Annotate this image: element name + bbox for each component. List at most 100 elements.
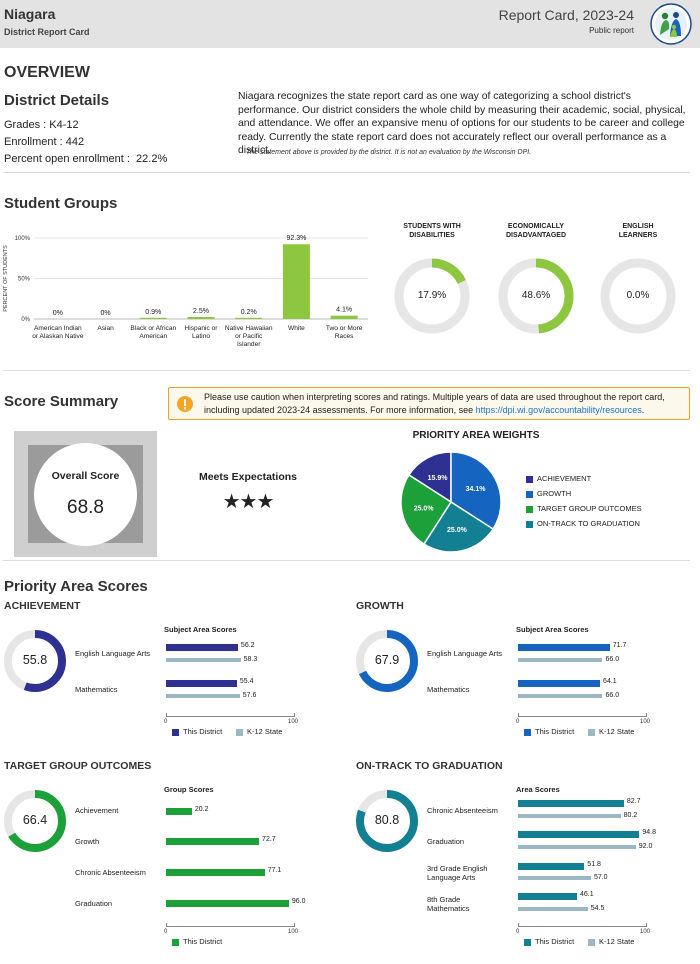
- row-label: Mathematics: [75, 685, 118, 694]
- header-subtitle: District Report Card: [4, 27, 90, 37]
- legend-label: ACHIEVEMENT: [537, 474, 592, 483]
- category-label: White: [287, 325, 305, 332]
- state-bar: [518, 845, 636, 849]
- pie-slice: [422, 500, 495, 553]
- dpi-logo-icon: [650, 3, 692, 45]
- state-bar: [518, 814, 621, 818]
- state-bar: [518, 876, 591, 880]
- state-bar: [166, 694, 240, 698]
- bar-value-label: 66.0: [605, 692, 620, 699]
- district-bar: [518, 680, 601, 687]
- bar-value-label: 71.7: [612, 642, 627, 649]
- statement-disclaimer: The statement above is provided by the d…: [246, 149, 532, 156]
- tick-label: 100: [288, 719, 299, 725]
- group-donut: [600, 258, 676, 334]
- priority-area-heading: Priority Area Scores: [4, 578, 148, 595]
- caution-text: Please use caution when interpreting sco…: [204, 391, 684, 417]
- legend-swatch: [172, 728, 179, 736]
- tick-label: 0: [164, 929, 168, 935]
- bar-value-label: 66.0: [605, 656, 620, 663]
- state-bar: [518, 658, 603, 662]
- donut-value-label: 17.9%: [417, 290, 447, 301]
- divider: [3, 370, 690, 371]
- district-bar: [166, 680, 237, 687]
- bar: [187, 316, 215, 319]
- state-bar: [518, 907, 588, 911]
- target-title: TARGET GROUP OUTCOMES: [4, 760, 152, 772]
- district-bar: [166, 869, 265, 876]
- tick-label: 100: [640, 929, 651, 935]
- district-bar: [518, 644, 610, 651]
- category-label: American Indian or Alaskan Native: [32, 325, 84, 340]
- donut-value-arc: [356, 630, 418, 692]
- row-label: English Language Arts: [75, 649, 151, 658]
- district-statement: Niagara recognizes the state report card…: [238, 91, 686, 157]
- y-axis-label: PERCENT OF STUDENTS: [3, 245, 9, 312]
- district-bar: [166, 808, 192, 815]
- bar: [139, 317, 167, 319]
- axis-tick: [166, 923, 167, 927]
- y-tick-label: 100%: [15, 236, 31, 242]
- row-label: 8th Grade Mathematics: [427, 895, 470, 913]
- district-bar: [518, 863, 585, 870]
- growth-chart-title: Subject Area Scores: [516, 625, 589, 634]
- legend-item-district: This District: [172, 727, 222, 736]
- bar-value-label: 77.1: [267, 867, 282, 874]
- achievement-title: ACHIEVEMENT: [4, 600, 81, 612]
- category-label: Native Hawaiian or Pacific Islander: [224, 325, 273, 348]
- legend-swatch: [526, 475, 533, 483]
- row-label: English Language Arts: [427, 649, 503, 658]
- donut-value-arc: [394, 258, 470, 334]
- row-label: 3rd Grade English Language Arts: [427, 864, 488, 882]
- student-groups-chart: 100% 50% 0% PERCENT OF STUDENTS 0% 0% 0.9% 2.5%…: [3, 235, 368, 323]
- report-header: [0, 0, 700, 48]
- bar-value-label: 0%: [53, 310, 63, 317]
- donut-title: ENGLISH LEARNERS: [618, 223, 658, 239]
- legend-swatch: [524, 728, 531, 736]
- pie-slice-label: 15.9%: [428, 475, 449, 482]
- legend-item-state: K-12 State: [588, 937, 634, 946]
- donut-value-arc: [498, 258, 574, 334]
- district-bar: [518, 800, 624, 807]
- weights-title: PRIORITY AREA WEIGHTS: [412, 430, 540, 441]
- state-bar: [518, 694, 603, 698]
- report-type: Public report: [589, 26, 634, 35]
- legend-swatch: [172, 938, 179, 946]
- pie-slice-label: 34.1%: [466, 486, 487, 493]
- pie-slice: [400, 473, 453, 546]
- category-label: Black or African American: [130, 325, 177, 340]
- caution-box: [168, 387, 690, 420]
- divider: [3, 560, 690, 561]
- y-tick-label: 50%: [18, 277, 31, 283]
- resources-link[interactable]: https://dpi.wi.gov/accountability/resour…: [475, 405, 642, 415]
- caution-message: Please use caution when interpreting sco…: [204, 392, 665, 415]
- legend-swatch: [526, 490, 533, 498]
- group-donut: [498, 258, 574, 334]
- donut-title: ECONOMICALLY DISADVANTAGED: [505, 223, 567, 239]
- ontrack-chart-title: Area Scores: [516, 785, 560, 794]
- bar-value-label: 57.6: [242, 692, 257, 699]
- bar-value-label: 94.8: [642, 829, 656, 836]
- bar-value-label: 51.8: [587, 861, 601, 868]
- rating-stars: ★★★: [222, 491, 275, 513]
- legend-swatch: [588, 728, 595, 736]
- bar: [330, 315, 358, 319]
- bar-value-label: 2.5%: [193, 308, 209, 315]
- legend-label: TARGET GROUP OUTCOMES: [537, 504, 642, 513]
- row-label: Graduation: [75, 899, 113, 908]
- axis-tick: [166, 713, 167, 717]
- row-label: Chronic Absenteeism: [427, 806, 498, 815]
- district-bar: [518, 893, 577, 900]
- bar-value-label: 72.7: [262, 836, 276, 843]
- bar-value-label: 92.3%: [286, 235, 306, 242]
- ontrack-score-donut: [356, 790, 418, 852]
- target-score-value: 66.4: [22, 813, 48, 827]
- legend-label: This District: [183, 937, 223, 946]
- legend-label: K-12 State: [599, 727, 635, 736]
- score-summary-heading: Score Summary: [4, 393, 119, 410]
- donut-track: [600, 258, 676, 334]
- district-bar: [166, 900, 289, 907]
- row-label: Chronic Absenteeism: [75, 868, 146, 877]
- bar-value-label: 82.7: [626, 798, 641, 805]
- legend-label: This District: [535, 727, 575, 736]
